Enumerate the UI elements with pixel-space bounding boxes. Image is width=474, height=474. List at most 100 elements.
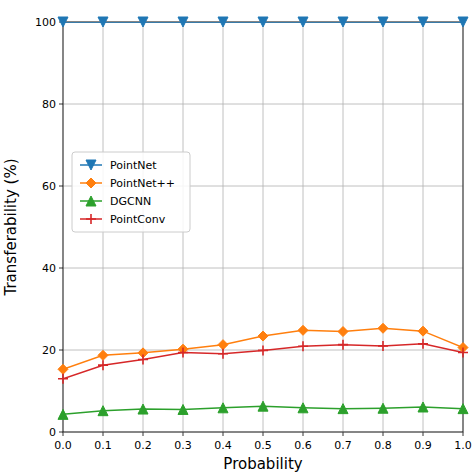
data-point — [58, 374, 68, 384]
tick-mark — [59, 104, 63, 105]
data-point — [338, 404, 348, 414]
data-point — [378, 341, 388, 351]
tick-label: 0.8 — [374, 439, 392, 452]
legend-label: PointNet++ — [110, 177, 175, 190]
data-point — [258, 331, 268, 341]
data-point — [98, 360, 108, 370]
data-point — [218, 340, 228, 350]
tick-mark — [59, 268, 63, 269]
tick-mark — [63, 432, 64, 436]
tick-mark — [183, 432, 184, 436]
tick-mark — [343, 432, 344, 436]
data-point — [258, 401, 268, 411]
legend-box — [72, 152, 190, 232]
data-point — [138, 354, 148, 364]
tick-mark — [103, 432, 104, 436]
lines-group — [63, 22, 463, 414]
tick-mark — [59, 350, 63, 351]
tick-label: 60 — [42, 180, 56, 193]
grid-line — [423, 22, 424, 432]
data-point — [298, 325, 308, 335]
data-point — [98, 406, 108, 416]
tick-mark — [303, 432, 304, 436]
tick-label: 0.4 — [214, 439, 232, 452]
legend-label: PointNet — [110, 159, 157, 172]
legend: PointNet PointNet++ DGCNN PointConv — [72, 152, 190, 232]
grid-line — [383, 22, 384, 432]
tick-mark — [263, 432, 264, 436]
data-point — [458, 17, 468, 27]
grid-line — [303, 22, 304, 432]
markers-group — [58, 17, 468, 419]
tick-label: 0.1 — [94, 439, 112, 452]
data-point — [418, 17, 428, 27]
data-point — [338, 327, 348, 337]
data-point — [98, 350, 108, 360]
tick-mark — [383, 432, 384, 436]
tick-label: 80 — [42, 98, 56, 111]
plot-frame — [63, 22, 463, 432]
grid-line — [263, 22, 264, 432]
tick-mark — [463, 432, 464, 436]
tick-label: 40 — [42, 262, 56, 275]
grid-line — [343, 22, 344, 432]
data-point — [418, 402, 428, 412]
grid-line — [63, 104, 463, 105]
legend-marker — [86, 196, 96, 206]
tick-label: 0.0 — [54, 439, 72, 452]
tick-label: 0.5 — [254, 439, 272, 452]
tick-label: 0 — [49, 426, 56, 439]
tick-mark — [423, 432, 424, 436]
data-point — [138, 404, 148, 414]
data-point — [178, 404, 188, 414]
data-point — [458, 347, 468, 357]
x-axis-label: Probability — [223, 455, 302, 473]
tick-mark — [59, 186, 63, 187]
data-point — [138, 17, 148, 27]
data-point — [178, 17, 188, 27]
data-point — [218, 17, 228, 27]
tick-label: 20 — [42, 344, 56, 357]
data-point — [98, 17, 108, 27]
grid-line — [63, 268, 463, 269]
chart-root: 0.0 0.1 0.2 0.3 0.4 0.5 0.6 0.7 0.8 0.9 1.0 0 20 40 60… — [0, 0, 474, 474]
data-point — [258, 17, 268, 27]
data-point — [58, 364, 68, 374]
legend-marker — [86, 178, 96, 188]
data-point — [378, 17, 388, 27]
data-point — [458, 404, 468, 414]
tick-mark — [143, 432, 144, 436]
data-point — [338, 17, 348, 27]
data-point — [58, 17, 68, 27]
legend-label: PointConv — [110, 213, 166, 226]
background — [0, 0, 474, 474]
tick-label: 0.9 — [414, 439, 432, 452]
legend-marker — [86, 160, 96, 170]
data-point — [258, 345, 268, 355]
tick-mark — [223, 432, 224, 436]
series-line — [63, 344, 463, 379]
grid-line — [223, 22, 224, 432]
tick-label: 1.0 — [454, 439, 472, 452]
legend-label: DGCNN — [110, 195, 151, 208]
data-point — [298, 341, 308, 351]
data-point — [338, 340, 348, 350]
data-point — [218, 403, 228, 413]
series-line — [63, 328, 463, 369]
data-point — [378, 323, 388, 333]
data-point — [178, 347, 188, 357]
chart-svg: 0.0 0.1 0.2 0.3 0.4 0.5 0.6 0.7 0.8 0.9 1.0 0 20 40 60… — [0, 0, 474, 474]
tick-label: 0.6 — [294, 439, 312, 452]
data-point — [418, 339, 428, 349]
data-point — [298, 17, 308, 27]
data-point — [418, 326, 428, 336]
legend-marker — [86, 214, 96, 224]
data-point — [58, 409, 68, 419]
tick-label: 0.3 — [174, 439, 192, 452]
tick-label: 100 — [35, 16, 56, 29]
data-point — [218, 349, 228, 359]
data-point — [378, 403, 388, 413]
tick-label: 0.7 — [334, 439, 352, 452]
tick-mark — [59, 432, 63, 433]
tick-label: 0.2 — [134, 439, 152, 452]
